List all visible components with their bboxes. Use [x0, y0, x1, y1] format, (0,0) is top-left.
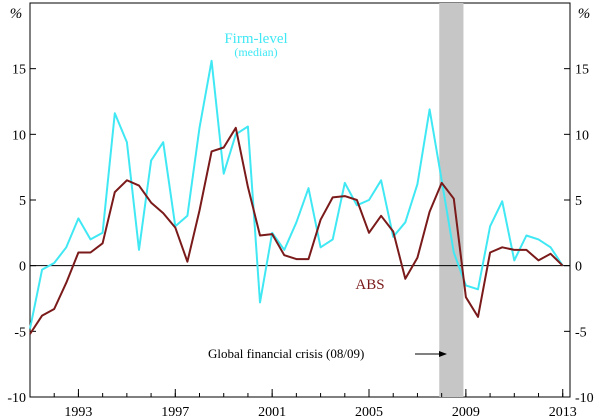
annotation-arrow	[415, 351, 447, 357]
x-tick-label: 1997	[161, 405, 189, 420]
gfc-shaded-region	[439, 3, 464, 397]
x-tick-label: 2013	[549, 405, 577, 420]
y-tick-label-left: -10	[7, 391, 26, 406]
y-unit-left: %	[10, 6, 23, 22]
y-tick-label-right: -10	[575, 391, 594, 406]
x-tick-label: 2009	[452, 405, 480, 420]
y-tick-label-right: 15	[575, 63, 589, 78]
x-tick-label: 2001	[258, 405, 286, 420]
y-tick-label-left: 0	[19, 260, 26, 275]
y-tick-label-right: 0	[575, 260, 582, 275]
y-tick-label-left: 15	[12, 63, 26, 78]
y-tick-label-right: -5	[575, 325, 587, 340]
y-tick-label-left: -5	[14, 325, 26, 340]
x-tick-label: 1993	[64, 405, 92, 420]
y-tick-label-right: 5	[575, 194, 582, 209]
series-line-abs	[29, 126, 564, 335]
y-unit-right: %	[578, 6, 591, 22]
y-tick-label-left: 10	[12, 128, 26, 143]
plot-frame	[29, 2, 571, 398]
annotation-gfc: Global financial crisis (08/09)	[208, 346, 364, 361]
y-tick-label-right: 10	[575, 128, 589, 143]
legend-firm-level-sublabel: (median)	[234, 45, 277, 59]
series-line-firm-level	[29, 59, 564, 329]
y-tick-label-left: 5	[19, 194, 26, 209]
legend-firm-level: Firm-level	[224, 31, 287, 47]
x-tick-label: 2005	[355, 405, 383, 420]
legend-abs: ABS	[355, 277, 384, 293]
